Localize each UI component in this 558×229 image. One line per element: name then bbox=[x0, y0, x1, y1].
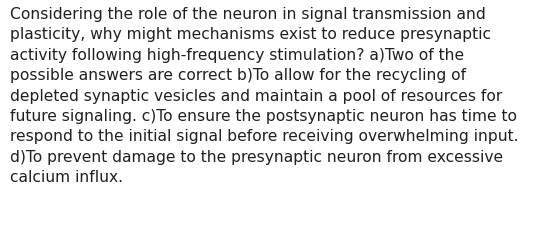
Text: Considering the role of the neuron in signal transmission and
plasticity, why mi: Considering the role of the neuron in si… bbox=[10, 7, 518, 184]
